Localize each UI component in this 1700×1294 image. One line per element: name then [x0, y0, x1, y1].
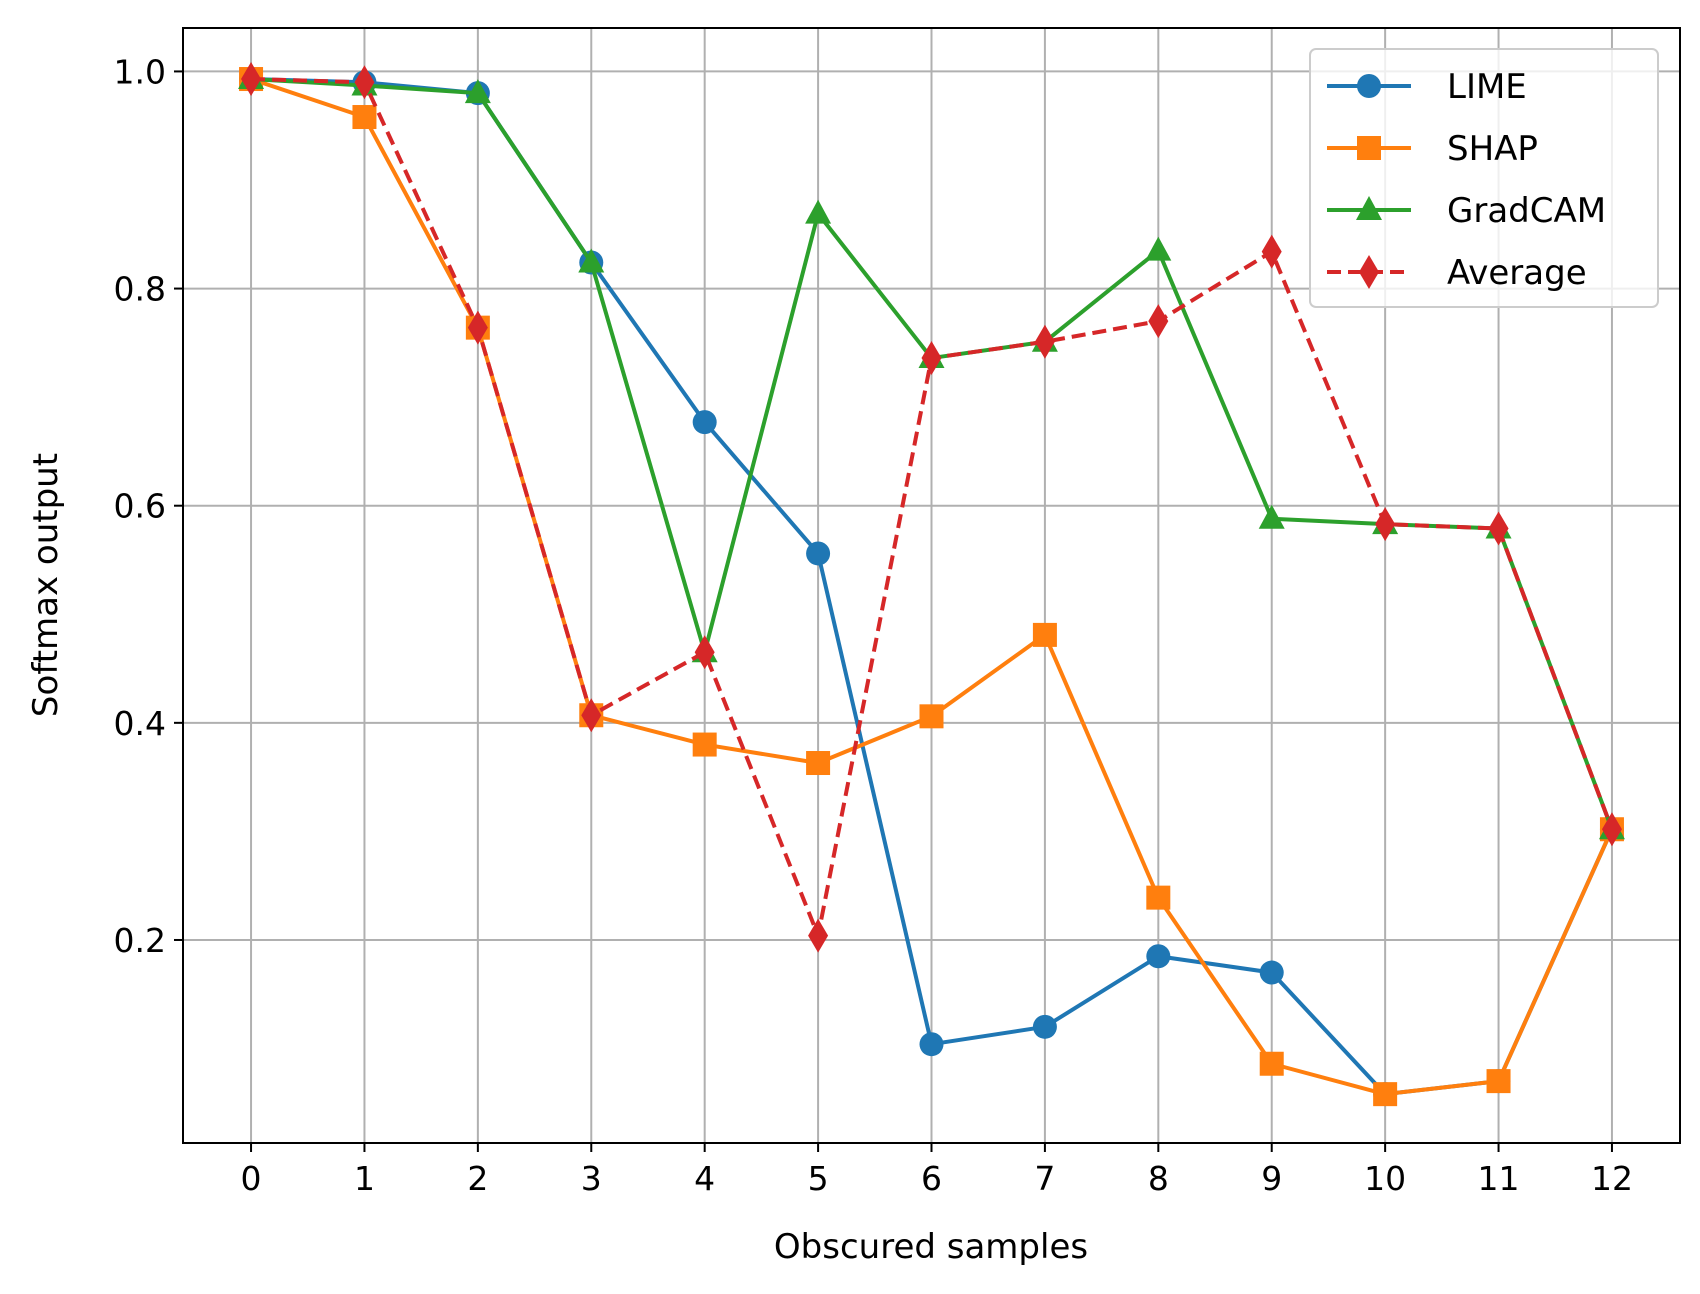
shap-point — [1032, 622, 1057, 647]
legend: LIME SHAP GradCAM Average — [1309, 48, 1659, 308]
average-point — [808, 918, 829, 953]
gradcam-point — [1258, 504, 1285, 529]
average-point — [694, 635, 715, 670]
gradcam-point — [805, 199, 832, 224]
average-point — [354, 65, 375, 100]
y-tick-label: 0.2 — [114, 921, 166, 960]
average-point — [241, 62, 262, 97]
x-tick-label: 11 — [1478, 1159, 1520, 1198]
legend-marker-shap — [1357, 136, 1381, 160]
x-axis-ticks: 0 1 2 3 4 5 6 7 8 9 10 11 12 — [241, 1143, 1633, 1198]
legend-item-shap: SHAP — [1327, 129, 1538, 169]
lime-point — [1259, 960, 1284, 985]
y-tick-label: 0.6 — [114, 487, 166, 526]
shap-point — [692, 732, 717, 757]
shap-point — [1259, 1051, 1284, 1076]
lime-point — [1146, 944, 1171, 969]
shap-point — [352, 105, 377, 130]
x-tick-label: 8 — [1148, 1159, 1169, 1198]
legend-marker-gradcam — [1356, 196, 1382, 220]
x-tick-label: 0 — [241, 1159, 262, 1198]
shap-point — [1373, 1082, 1398, 1107]
x-tick-label: 12 — [1591, 1159, 1633, 1198]
average-point — [467, 310, 488, 345]
average-point — [1375, 507, 1396, 542]
average-point — [1261, 234, 1282, 269]
average-point — [1148, 304, 1169, 339]
x-tick-label: 7 — [1034, 1159, 1055, 1198]
legend-label-shap: SHAP — [1447, 129, 1538, 169]
shap-point — [1486, 1069, 1511, 1094]
y-tick-label: 0.4 — [114, 704, 166, 743]
y-axis-label: Softmax output — [26, 453, 66, 717]
x-tick-label: 2 — [467, 1159, 488, 1198]
legend-box — [1309, 48, 1659, 308]
average-point — [1488, 511, 1509, 546]
shap-point — [1146, 885, 1171, 910]
average-point — [1034, 324, 1055, 359]
legend-label-lime: LIME — [1447, 67, 1527, 107]
x-tick-label: 1 — [354, 1159, 375, 1198]
gradcam-point — [578, 248, 605, 273]
shap-point — [919, 704, 944, 729]
average-point — [1601, 812, 1622, 847]
legend-item-average: Average — [1327, 253, 1587, 293]
lime-point — [1032, 1014, 1057, 1039]
x-tick-label: 3 — [581, 1159, 602, 1198]
legend-label-average: Average — [1447, 253, 1587, 293]
lime-point — [692, 410, 717, 435]
x-tick-label: 10 — [1364, 1159, 1406, 1198]
legend-item-gradcam: GradCAM — [1327, 191, 1606, 231]
y-tick-label: 1.0 — [114, 52, 166, 91]
legend-marker-average — [1359, 255, 1379, 289]
average-point — [581, 698, 602, 733]
legend-item-lime: LIME — [1327, 67, 1527, 107]
gradcam-point — [1145, 236, 1172, 261]
x-tick-label: 4 — [694, 1159, 715, 1198]
legend-label-gradcam: GradCAM — [1447, 191, 1606, 231]
lime-point — [919, 1032, 944, 1057]
series-layer — [238, 62, 1625, 1107]
average-point — [921, 341, 942, 376]
shap-point — [806, 751, 831, 776]
x-tick-label: 9 — [1261, 1159, 1282, 1198]
x-axis-label: Obscured samples — [774, 1227, 1088, 1267]
lime-point — [806, 541, 831, 566]
legend-marker-lime — [1357, 74, 1381, 98]
x-tick-label: 5 — [808, 1159, 829, 1198]
gradcam-point — [464, 79, 491, 104]
y-tick-label: 0.8 — [114, 270, 166, 309]
x-tick-label: 6 — [921, 1159, 942, 1198]
series-average — [241, 62, 1622, 953]
y-axis-ticks: 0.2 0.4 0.6 0.8 1.0 — [114, 52, 183, 960]
